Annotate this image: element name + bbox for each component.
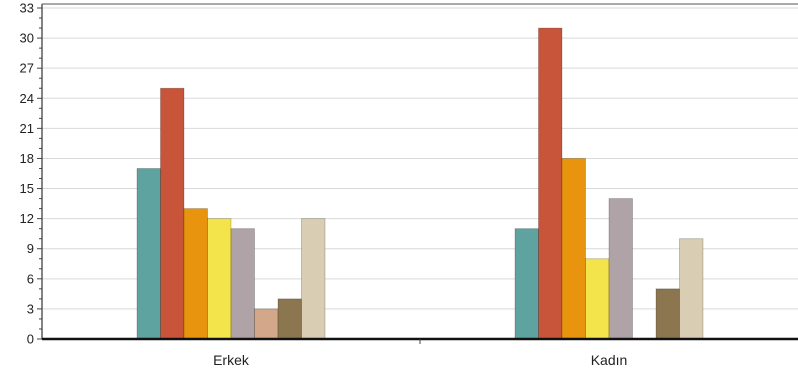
bar (679, 238, 704, 340)
bar (136, 168, 161, 340)
bar (183, 208, 208, 340)
bar (230, 228, 255, 340)
y-tick-label: 18 (20, 151, 34, 166)
y-tick-label: 33 (20, 1, 34, 16)
bar (254, 308, 279, 340)
x-category-label: Erkek (213, 352, 250, 368)
y-tick-label: 3 (27, 301, 34, 316)
y-axis-ticks: 0 3 6 9 12 15 18 21 24 27 30 33 (20, 1, 42, 347)
bar (277, 298, 302, 340)
bar (561, 158, 586, 340)
y-tick-label: 9 (27, 241, 34, 256)
bar (207, 218, 232, 340)
bar (655, 288, 680, 340)
y-tick-label: 30 (20, 31, 34, 46)
bar (585, 258, 610, 340)
y-tick-label: 27 (20, 61, 34, 76)
bar (301, 218, 326, 340)
bar (160, 87, 185, 340)
y-tick-label: 24 (20, 91, 34, 106)
x-category-label: Kadın (591, 352, 628, 368)
y-tick-label: 6 (27, 271, 34, 286)
y-tick-label: 15 (20, 181, 34, 196)
bar (538, 27, 563, 340)
bar (608, 198, 633, 340)
x-axis-labels: Erkek Kadın (213, 339, 627, 368)
bar (514, 228, 539, 340)
y-tick-label: 21 (20, 121, 34, 136)
y-tick-label: 12 (20, 211, 34, 226)
bars (136, 27, 704, 340)
y-tick-label: 0 (27, 332, 34, 347)
